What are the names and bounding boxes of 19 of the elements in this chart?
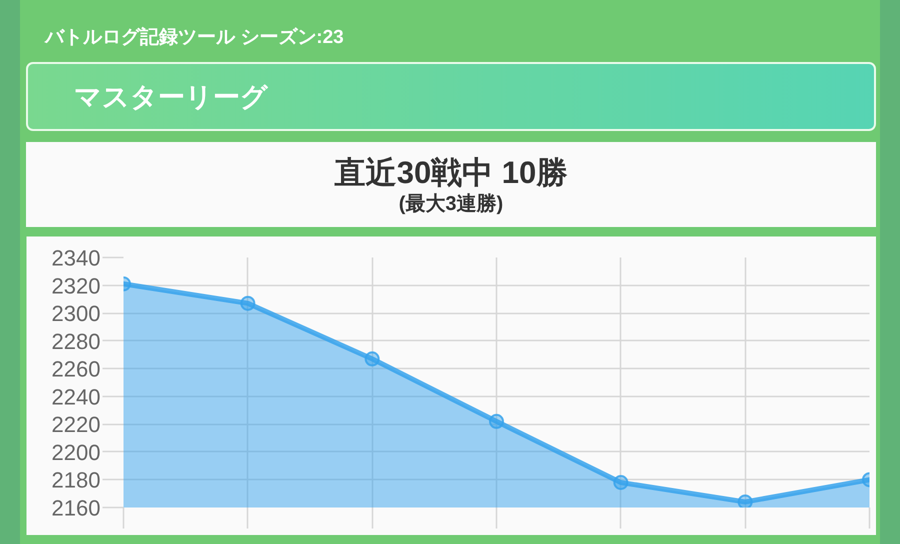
text: 直近30戦中 10勝 [334, 155, 568, 191]
point [613, 475, 628, 490]
y-tick-label: 2320 [52, 273, 101, 298]
y-tick-label: 2260 [52, 356, 101, 382]
point [738, 494, 753, 508]
y-tick-label: 2180 [52, 468, 101, 493]
y-tick-label: 2200 [52, 440, 101, 465]
y-tick-label: 2160 [52, 496, 101, 520]
chart-title: バトルログ記録ツール シーズン:23 [43, 26, 344, 50]
point [364, 351, 380, 366]
text: (最大3連勝) [398, 192, 504, 217]
y-tick-label: 2280 [52, 328, 101, 354]
point [489, 414, 504, 429]
point [240, 296, 256, 311]
y-tick-label: 2240 [52, 384, 101, 410]
y-tick-label: 2340 [52, 246, 101, 270]
y-tick-label: 2300 [52, 301, 101, 326]
chart-subtitle: マスターリーグ [26, 62, 876, 131]
y-tick-label: 2220 [52, 412, 101, 438]
